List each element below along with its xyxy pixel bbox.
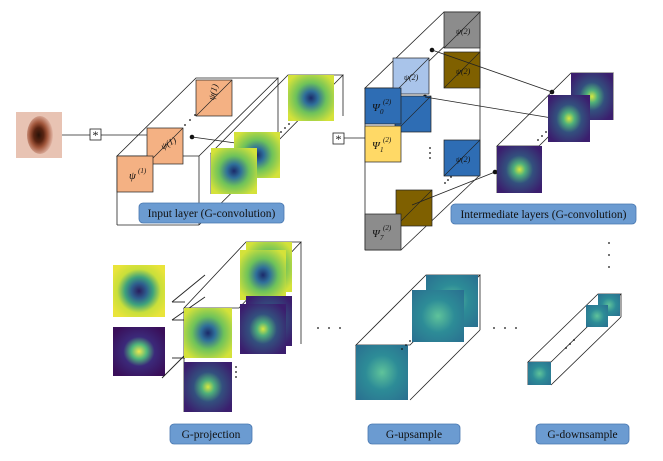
g-downsample-block	[527, 293, 622, 386]
svg-text:1: 1	[380, 146, 384, 154]
filter-input-back: ψ(1)	[195, 79, 233, 117]
caption-input-layer: Input layer (G-convolution)	[138, 202, 285, 224]
conv-operator-2: *	[332, 132, 345, 146]
filter-blue-back-lower: ψ(2)	[443, 139, 481, 177]
svg-text:G-projection: G-projection	[182, 429, 241, 441]
svg-text:Ψ: Ψ	[372, 140, 381, 152]
caption-g-downsample: G-downsample	[535, 423, 630, 445]
projection-output-2	[113, 327, 165, 376]
svg-text:Ψ: Ψ	[372, 228, 381, 240]
filter-input-mid: ψ(1)	[146, 127, 184, 165]
svg-text:Ψ: Ψ	[372, 102, 381, 114]
filter-olive-back: ψ(2)	[443, 51, 481, 89]
filter-gray-back: ψ(2)	[443, 11, 481, 49]
svg-text:7: 7	[380, 234, 384, 242]
filter-psi-1: Ψ 1 (2)	[364, 125, 402, 163]
svg-text:*: *	[93, 128, 99, 142]
svg-text:*: *	[336, 132, 342, 146]
svg-text:ψ(2): ψ(2)	[456, 67, 471, 76]
caption-g-upsample: G-upsample	[367, 423, 461, 445]
caption-intermediate-layers: Intermediate layers (G-convolution)	[450, 203, 637, 225]
filter-psi-7: Ψ 7 (2)	[364, 213, 402, 251]
svg-text:ψ: ψ	[129, 170, 136, 182]
svg-text:ψ(2): ψ(2)	[456, 155, 471, 164]
filter-psi-0: Ψ 0 (2)	[364, 87, 402, 125]
conv-operator-1: *	[89, 128, 102, 142]
svg-text:(2): (2)	[383, 224, 392, 232]
svg-text:Intermediate layers (G-convolu: Intermediate layers (G-convolution)	[460, 209, 626, 221]
filter-input-front: ψ (1)	[116, 155, 154, 193]
projection-output-1	[113, 265, 165, 317]
svg-text:ψ(2): ψ(2)	[404, 73, 419, 82]
filter-olive-lower	[395, 189, 433, 227]
g-upsample-block	[355, 274, 481, 401]
caption-g-projection: G-projection	[169, 423, 253, 445]
input-feature-maps	[210, 74, 344, 194]
svg-text:(2): (2)	[383, 136, 392, 144]
intermediate-filter-block: ψ(2) ψ(2) ψ(2) Ψ 0 (2)	[364, 11, 481, 251]
svg-text:G-upsample: G-upsample	[386, 429, 442, 441]
svg-text:ψ(2): ψ(2)	[456, 27, 471, 36]
svg-text:Input layer (G-convolution): Input layer (G-convolution)	[148, 208, 276, 220]
svg-text:(2): (2)	[383, 98, 392, 106]
svg-text:0: 0	[380, 108, 384, 116]
intermediate-feature-maps	[496, 72, 614, 193]
svg-text:(1): (1)	[138, 167, 147, 175]
svg-text:G-downsample: G-downsample	[547, 429, 617, 441]
svg-text:ψ(1): ψ(1)	[206, 83, 220, 101]
g-projection-block	[113, 241, 302, 412]
input-image	[16, 112, 62, 158]
